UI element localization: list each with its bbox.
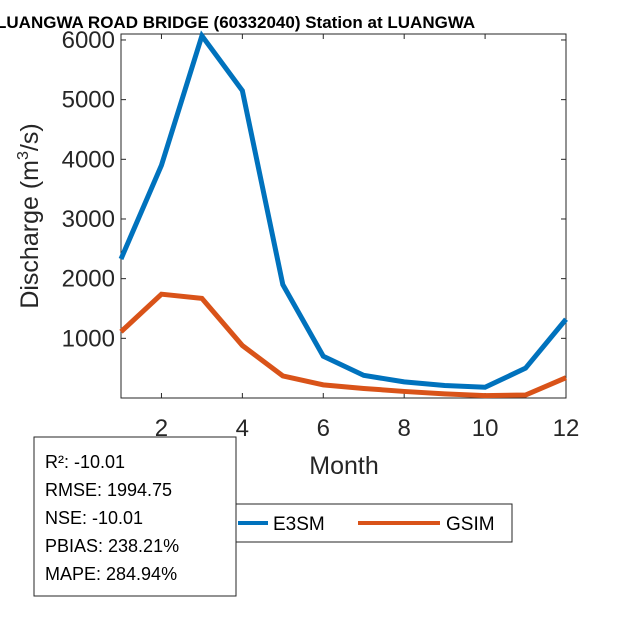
x-tick-label: 10 bbox=[472, 415, 499, 442]
x-tick-label: 6 bbox=[317, 415, 330, 442]
series-lines bbox=[118, 30, 568, 399]
y-axis-label-sup: 3 bbox=[15, 151, 32, 160]
y-axis-ticks: 1000 2000 3000 4000 5000 6000 bbox=[62, 27, 566, 352]
x-axis-ticks: 2 4 6 8 10 12 bbox=[155, 34, 580, 442]
stats-pbias: PBIAS: 238.21% bbox=[45, 536, 179, 556]
y-axis-label-tail: /s) bbox=[16, 123, 44, 151]
legend: E3SM GSIM bbox=[235, 503, 513, 543]
legend-label-gsim: GSIM bbox=[446, 514, 495, 535]
x-tick-label: 2 bbox=[155, 415, 168, 442]
series-line-e3sm bbox=[118, 30, 568, 390]
y-axis-label-main: Discharge (m bbox=[16, 160, 44, 309]
y-tick-label: 5000 bbox=[62, 87, 115, 114]
y-tick-label: 4000 bbox=[62, 146, 115, 173]
y-tick-label: 1000 bbox=[62, 325, 115, 352]
stats-rmse: RMSE: 1994.75 bbox=[45, 480, 172, 500]
y-tick-label: 6000 bbox=[62, 27, 115, 54]
x-tick-label: 8 bbox=[398, 415, 411, 442]
x-tick-label: 4 bbox=[236, 415, 249, 442]
legend-label-e3sm: E3SM bbox=[273, 514, 325, 535]
x-axis-label: Month bbox=[309, 452, 378, 480]
series-line-gsim bbox=[119, 291, 567, 399]
stats-mape: MAPE: 284.94% bbox=[45, 564, 177, 584]
y-tick-label: 3000 bbox=[62, 206, 115, 233]
stats-box: R²: -10.01 RMSE: 1994.75 NSE: -10.01 PBI… bbox=[33, 436, 237, 597]
y-tick-label: 2000 bbox=[62, 266, 115, 293]
x-tick-label: 12 bbox=[553, 415, 580, 442]
stats-nse: NSE: -10.01 bbox=[45, 508, 143, 528]
chart-title: LUANGWA ROAD BRIDGE (60332040) Station a… bbox=[0, 13, 475, 32]
plot-area bbox=[120, 33, 567, 399]
stats-r2: R²: -10.01 bbox=[45, 452, 125, 472]
y-axis-label: Discharge (m3/s) bbox=[15, 123, 44, 308]
